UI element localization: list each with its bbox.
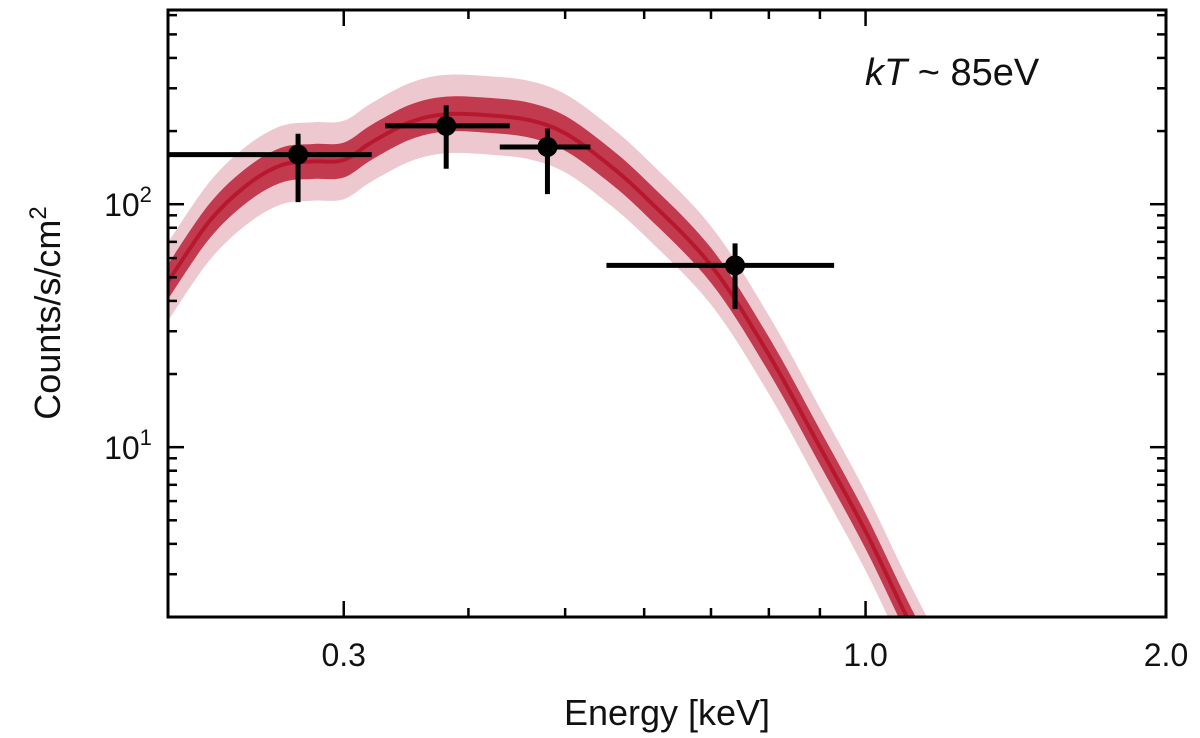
annotation-kt: kT xyxy=(865,52,910,94)
model-curve xyxy=(168,111,910,617)
x-axis-label: Energy [keV] xyxy=(564,692,770,733)
y-axis-label: Counts/s/cm2 xyxy=(25,206,68,419)
data-point xyxy=(436,115,457,136)
data-point-group xyxy=(606,243,835,310)
confidence-band-inner xyxy=(168,96,916,617)
data-point xyxy=(537,136,558,157)
y-tick-label: 102 xyxy=(104,182,152,223)
temperature-annotation: kT ~ 85eV xyxy=(865,52,1040,94)
data-point-group xyxy=(499,128,591,195)
y-tick-label: 101 xyxy=(104,425,152,466)
axis-ticks xyxy=(168,10,1166,617)
y-axis-label-exponent: 2 xyxy=(25,206,52,219)
y-axis-label-text: Counts/s/cm xyxy=(27,220,68,420)
data-point-group xyxy=(385,105,510,169)
data-point-group xyxy=(168,133,372,203)
annotation-value: ~ 85eV xyxy=(907,52,1040,94)
data-point xyxy=(725,255,746,276)
confidence-band-outer xyxy=(168,74,927,617)
x-tick-label: 2.0 xyxy=(1144,637,1188,673)
x-tick-label: 0.3 xyxy=(321,637,365,673)
plot-frame xyxy=(166,8,1168,619)
data-point xyxy=(288,144,309,165)
x-tick-label: 1.0 xyxy=(843,637,887,673)
